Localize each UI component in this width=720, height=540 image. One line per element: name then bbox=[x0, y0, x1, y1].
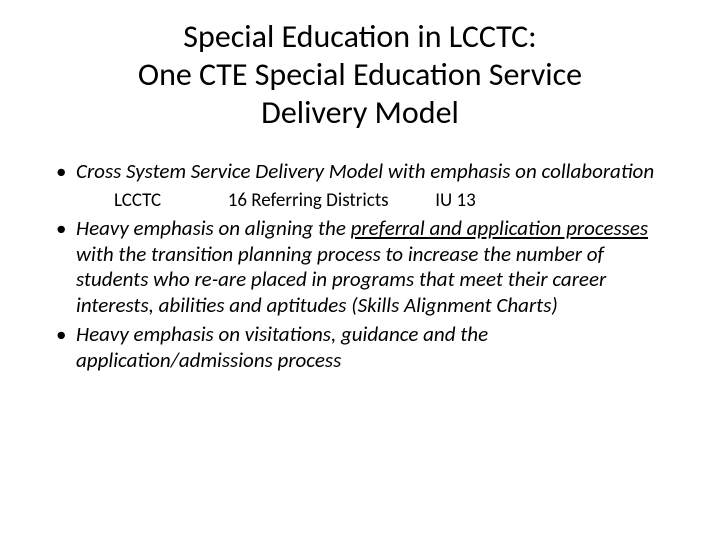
bullet-1-text: Cross System Service Delivery Model with… bbox=[76, 158, 654, 184]
subrow-item-lcctc: LCCTC bbox=[114, 189, 161, 212]
bullet-1-subrow: LCCTC 16 Referring Districts IU 13 bbox=[50, 189, 670, 212]
bullet-2-underlined: preferral and application processes bbox=[351, 215, 648, 241]
bullet-item-2: Heavy emphasis on aligning the preferral… bbox=[50, 216, 670, 318]
title-line-3: Delivery Model bbox=[261, 93, 459, 132]
title-line-2: One CTE Special Education Service bbox=[138, 55, 582, 94]
bullet-3-text: Heavy emphasis on visitations, guidance … bbox=[76, 321, 488, 373]
bullet-item-3: Heavy emphasis on visitations, guidance … bbox=[50, 322, 670, 373]
subrow-item-districts: 16 Referring Districts bbox=[228, 189, 389, 212]
bullet-2-pre: Heavy emphasis on aligning the bbox=[76, 215, 351, 241]
slide: Special Education in LCCTC: One CTE Spec… bbox=[0, 0, 720, 540]
bullet-2-post: with the transition planning process to … bbox=[76, 241, 606, 318]
slide-title: Special Education in LCCTC: One CTE Spec… bbox=[50, 18, 670, 131]
bullet-list: Cross System Service Delivery Model with… bbox=[50, 159, 670, 373]
subrow-item-iu13: IU 13 bbox=[435, 189, 476, 212]
title-line-1: Special Education in LCCTC: bbox=[183, 17, 536, 56]
bullet-item-1: Cross System Service Delivery Model with… bbox=[50, 159, 670, 185]
